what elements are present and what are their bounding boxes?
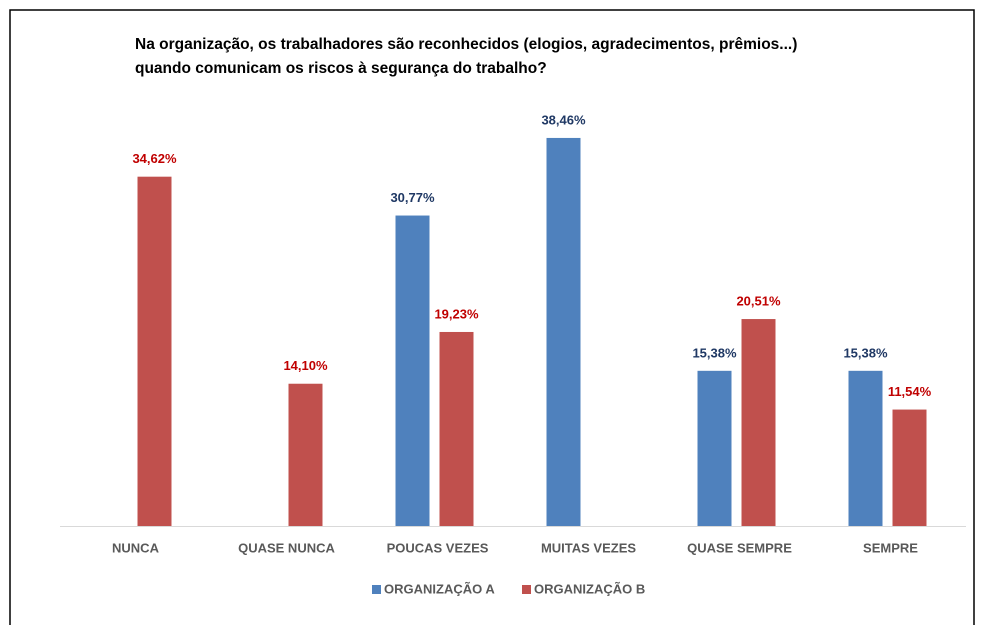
x-tick-label: NUNCA — [112, 540, 160, 555]
bar — [439, 331, 474, 526]
value-label: 19,23% — [434, 306, 479, 321]
x-tick-label: QUASE SEMPRE — [687, 540, 792, 555]
legend-swatch — [372, 585, 381, 594]
legend-label: ORGANIZAÇÃO A — [384, 581, 495, 596]
x-tick-label: MUITAS VEZES — [541, 540, 636, 555]
bar — [288, 383, 323, 526]
value-label: 15,38% — [692, 345, 737, 360]
x-tick-label: QUASE NUNCA — [238, 540, 335, 555]
bar — [892, 409, 927, 526]
bar — [697, 370, 732, 526]
legend-swatch — [522, 585, 531, 594]
x-tick-label: POUCAS VEZES — [387, 540, 489, 555]
bar — [546, 137, 581, 526]
value-label: 14,10% — [283, 358, 328, 373]
x-tick-label: SEMPRE — [863, 540, 918, 555]
bar — [848, 370, 883, 526]
bar — [395, 215, 430, 526]
value-label: 34,62% — [132, 151, 177, 166]
value-label: 20,51% — [736, 293, 781, 308]
value-label: 30,77% — [390, 190, 435, 205]
value-label: 11,54% — [888, 384, 932, 399]
value-label: 38,46% — [541, 112, 586, 127]
value-label: 15,38% — [843, 345, 888, 360]
bar — [137, 176, 172, 526]
chart-title: Na organização, os trabalhadores são rec… — [135, 36, 797, 53]
legend-label: ORGANIZAÇÃO B — [534, 581, 645, 596]
chart-title: quando comunicam os riscos à segurança d… — [135, 60, 547, 77]
bar — [741, 319, 776, 526]
